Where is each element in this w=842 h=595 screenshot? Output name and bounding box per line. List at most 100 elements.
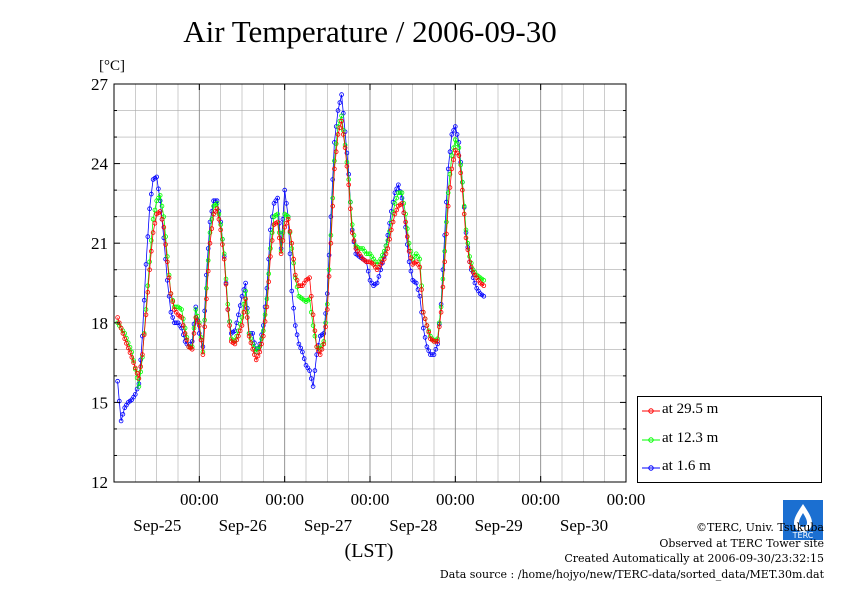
- data-point: [159, 203, 165, 209]
- data-point: [426, 348, 432, 354]
- chart-title: Air Temperature / 2006-09-30: [183, 14, 557, 49]
- data-point: [157, 193, 163, 198]
- data-point: [221, 251, 227, 257]
- data-point: [143, 312, 149, 318]
- data-point: [301, 356, 307, 361]
- data-point: [339, 113, 344, 119]
- data-point: [317, 352, 323, 357]
- x-tick-time-label: 00:00: [351, 490, 390, 509]
- data-point: [481, 283, 487, 289]
- data-point: [115, 378, 120, 384]
- data-point: [463, 227, 469, 233]
- data-point: [449, 166, 455, 172]
- data-point: [181, 323, 186, 328]
- data-point: [140, 352, 145, 357]
- data-point: [152, 207, 158, 213]
- data-point: [204, 285, 209, 291]
- data-point: [246, 333, 252, 339]
- x-tick-time-label: 00:00: [436, 490, 475, 509]
- y-tick-label: 24: [91, 155, 109, 174]
- data-point: [392, 211, 398, 217]
- data-point: [282, 187, 288, 193]
- data-point: [461, 203, 467, 209]
- data-point: [165, 259, 170, 265]
- data-point: [436, 324, 442, 330]
- data-point: [266, 271, 272, 277]
- data-point: [264, 304, 270, 310]
- data-point: [330, 203, 336, 209]
- data-point: [214, 201, 220, 206]
- data-point: [390, 219, 396, 225]
- data-point: [460, 187, 465, 193]
- data-point: [440, 276, 446, 282]
- data-point: [239, 323, 245, 328]
- data-point: [424, 344, 430, 350]
- data-point: [397, 190, 403, 196]
- terc-logo: TERC: [783, 500, 823, 540]
- data-point: [156, 186, 161, 192]
- data-point: [280, 238, 286, 243]
- data-point: [259, 341, 264, 347]
- data-point: [266, 279, 272, 285]
- data-point: [209, 217, 215, 222]
- credits: ©TERC, Univ. Tsukuba Observed at TERC To…: [440, 520, 824, 582]
- data-point: [365, 251, 371, 257]
- data-point: [447, 185, 453, 190]
- copyright-text: ©TERC, Univ. Tsukuba: [695, 521, 824, 534]
- data-point: [399, 190, 405, 196]
- data-point: [193, 307, 199, 312]
- data-point: [467, 259, 472, 265]
- data-point: [394, 186, 400, 192]
- data-point: [454, 141, 460, 147]
- x-tick-date-label: Sep-29: [475, 516, 523, 535]
- data-point: [444, 231, 449, 237]
- legend-item-29-5m: at 29.5 m: [638, 401, 823, 421]
- data-point: [349, 222, 355, 227]
- data-point: [204, 296, 209, 302]
- data-point: [161, 225, 167, 230]
- data-point: [120, 411, 126, 417]
- data-point: [349, 230, 355, 235]
- data-point: [385, 246, 391, 251]
- data-point: [458, 162, 464, 168]
- data-point: [292, 272, 298, 278]
- data-point: [118, 418, 124, 424]
- data-point: [245, 315, 250, 320]
- data-point: [335, 132, 341, 137]
- data-point: [340, 132, 346, 137]
- data-point: [150, 230, 156, 235]
- data-point: [296, 341, 302, 347]
- data-point: [419, 287, 424, 292]
- x-tick-time-label: 00:00: [265, 490, 304, 509]
- tick-marks: [114, 83, 627, 483]
- data-point: [300, 349, 305, 355]
- data-point: [280, 230, 286, 235]
- data-point: [147, 267, 152, 273]
- legend: at 29.5 m at 12.3 m at 1.6 m: [637, 396, 822, 483]
- data-point: [243, 288, 248, 294]
- data-point: [337, 125, 343, 131]
- data-point: [344, 150, 350, 156]
- data-point: [388, 227, 394, 233]
- data-point: [218, 227, 224, 233]
- data-point: [396, 182, 401, 188]
- series-layer: [115, 92, 487, 424]
- data-point: [461, 211, 467, 217]
- data-point: [404, 226, 410, 231]
- data-point: [287, 251, 293, 257]
- data-point: [399, 195, 405, 201]
- data-point: [333, 149, 339, 155]
- legend-item-12-3m: at 12.3 m: [638, 430, 823, 450]
- data-point: [197, 331, 202, 336]
- legend-label: at 1.6 m: [662, 458, 711, 474]
- data-point: [420, 309, 426, 315]
- data-point: [332, 158, 337, 164]
- data-point: [275, 219, 280, 225]
- data-point: [207, 240, 213, 246]
- data-point: [291, 305, 296, 311]
- data-point: [234, 337, 240, 343]
- series-at-29-5-m: [115, 118, 487, 381]
- x-tick-date-label: Sep-27: [304, 516, 353, 535]
- data-point: [294, 277, 300, 283]
- data-point: [444, 219, 449, 225]
